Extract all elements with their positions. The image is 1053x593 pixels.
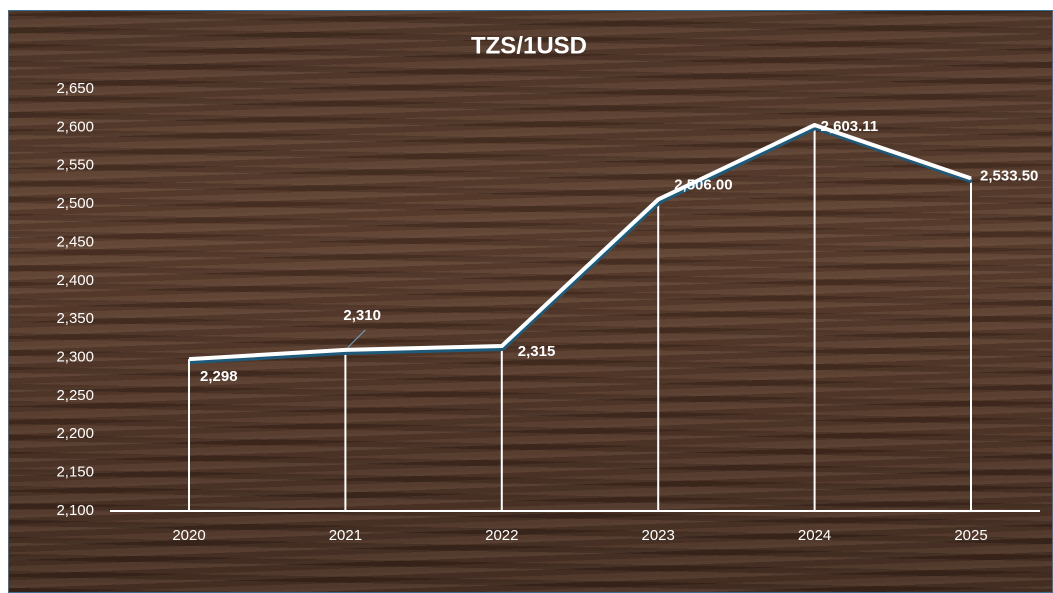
y-tick-label: 2,200 — [56, 425, 94, 442]
leader-line — [347, 330, 365, 348]
y-tick-label: 2,300 — [56, 349, 94, 366]
x-tick-label: 2020 — [172, 527, 205, 544]
y-tick-label: 2,650 — [56, 80, 94, 97]
data-label: 2,298 — [200, 368, 238, 385]
x-tick-label: 2022 — [485, 527, 518, 544]
chart: TZS/1USD 2,100 2,150 2,200 2,250 2,300 2,350 2… — [0, 0, 1053, 593]
data-label: 2,310 — [343, 307, 381, 324]
y-tick-label: 2,400 — [56, 272, 94, 289]
y-tick-label: 2,350 — [56, 310, 94, 327]
x-tick-label: 2024 — [798, 527, 831, 544]
data-label: 2,603.11 — [821, 118, 879, 135]
y-tick-label: 2,500 — [56, 195, 94, 212]
chart-title: TZS/1USD — [471, 32, 587, 59]
y-tick-label: 2,450 — [56, 233, 94, 250]
y-tick-label: 2,550 — [56, 157, 94, 174]
y-tick-label: 2,150 — [56, 464, 94, 481]
x-tick-label: 2025 — [954, 527, 987, 544]
x-tick-label: 2021 — [329, 527, 362, 544]
x-tick-label: 2023 — [642, 527, 675, 544]
data-label: 2,533.50 — [980, 167, 1038, 184]
line — [189, 125, 971, 359]
y-tick-label: 2,250 — [56, 387, 94, 404]
data-label: 2,315 — [518, 343, 556, 360]
data-label: 2,506.00 — [674, 176, 732, 193]
y-tick-label: 2,100 — [56, 502, 94, 519]
line-shadow — [190, 128, 972, 362]
y-tick-label: 2,600 — [56, 118, 94, 135]
